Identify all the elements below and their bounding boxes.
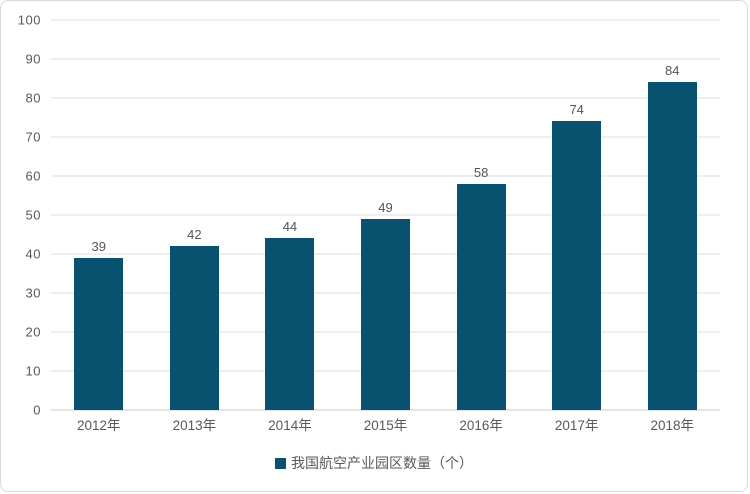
bar-slot: 44 [242, 20, 338, 410]
x-tick-label: 2015年 [363, 418, 408, 433]
gridline [51, 175, 720, 177]
bar [456, 183, 506, 410]
gridline [51, 58, 720, 60]
x-tick-label: 2013年 [172, 418, 217, 433]
bar-slot: 49 [338, 20, 434, 410]
y-tick-label: 0 [33, 402, 41, 418]
x-tick-label: 2014年 [268, 418, 312, 433]
bars-layer: 39 42 44 49 58 74 84 [51, 20, 720, 410]
bar-slot: 84 [624, 20, 720, 410]
bar-slot: 42 [147, 20, 243, 410]
bar-value-label: 74 [569, 102, 584, 118]
y-tick-label: 20 [25, 324, 41, 340]
y-tick-label: 40 [25, 246, 41, 262]
bar [552, 121, 602, 410]
legend-label: 我国航空产业园区数量（个） [291, 455, 473, 471]
bar-slot: 39 [51, 20, 147, 410]
gridline [51, 97, 720, 99]
bar [265, 238, 315, 410]
bar-value-label: 39 [91, 238, 107, 254]
bar [647, 82, 697, 410]
legend: 我国航空产业园区数量（个） [1, 453, 747, 473]
bar [74, 257, 124, 410]
x-tick-label: 2016年 [459, 418, 503, 433]
y-tick-label: 100 [17, 12, 41, 28]
y-tick-label: 70 [25, 129, 41, 145]
y-tick-label: 60 [25, 168, 41, 184]
x-tick-label: 2018年 [650, 418, 695, 433]
gridline [51, 214, 720, 216]
bar-slot: 74 [529, 20, 625, 410]
plot-area: 39 42 44 49 58 74 84 [51, 19, 720, 411]
x-tick-label: 2012年 [77, 418, 121, 433]
x-axis: 2012年 2013年 2014年 2015年 2016年 2017年 2018年 [51, 415, 720, 437]
bar-slot: 58 [433, 20, 529, 410]
gridline [51, 136, 720, 138]
bar-value-label: 42 [187, 227, 202, 243]
x-axis-line [51, 409, 720, 411]
bar-value-label: 58 [473, 164, 489, 180]
bar-value-label: 44 [282, 219, 298, 235]
y-tick-label: 30 [25, 285, 41, 301]
y-tick-label: 50 [25, 207, 41, 223]
y-axis: 0 10 20 30 40 50 60 70 80 90 100 [1, 13, 43, 418]
y-tick-label: 80 [25, 90, 41, 106]
bar [361, 218, 411, 410]
y-tick-label: 90 [25, 51, 41, 67]
y-tick-label: 10 [25, 363, 41, 379]
legend-square-icon [275, 457, 286, 469]
gridline [51, 19, 720, 21]
bar [169, 246, 219, 410]
bar-value-label: 84 [665, 63, 680, 79]
bar-value-label: 49 [378, 199, 393, 215]
x-tick-label: 2017年 [554, 418, 599, 433]
